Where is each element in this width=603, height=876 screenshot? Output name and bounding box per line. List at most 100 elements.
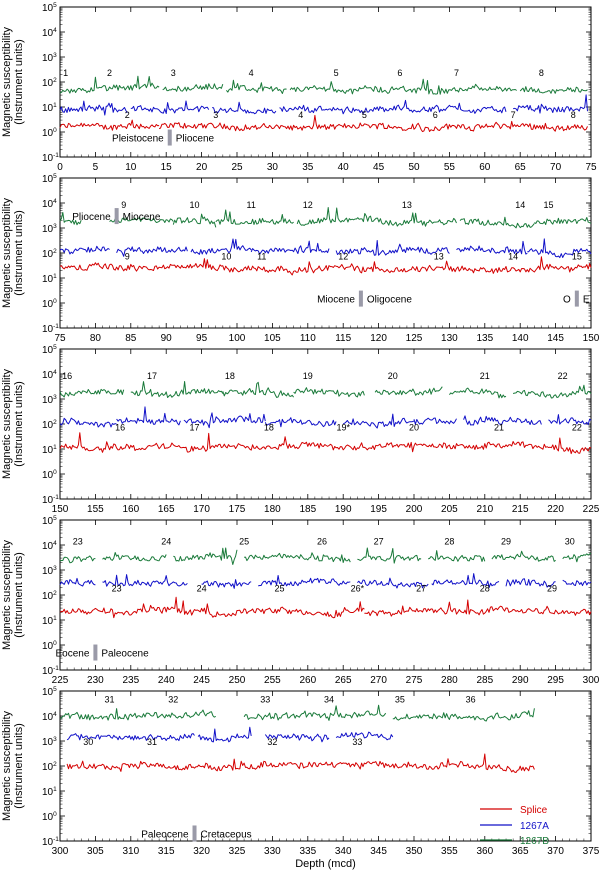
y-tick-label: 102	[42, 761, 57, 773]
series-b-segment	[392, 708, 535, 722]
series-a-segment	[505, 578, 556, 588]
series-splice-segment	[272, 114, 514, 133]
series-splice-segment	[364, 599, 592, 617]
series-b-segment	[534, 217, 592, 225]
y-tick-label: 101	[42, 273, 57, 285]
x-tick-label: 350	[406, 846, 423, 857]
core-label-1267b: 7	[454, 68, 459, 78]
core-label-1267a: 33	[352, 737, 362, 747]
x-tick-label: 145	[547, 333, 564, 344]
core-label-1267a: 14	[508, 252, 518, 262]
series-b-segment	[59, 388, 125, 398]
x-tick-label: 230	[87, 675, 104, 686]
x-tick-label: 20	[196, 162, 208, 173]
series-a-segment	[456, 240, 528, 255]
core-label-1267b: 34	[324, 694, 334, 704]
series-b-segment	[222, 381, 295, 398]
epoch-boundary-marker	[192, 825, 197, 842]
core-label-1267a: 6	[433, 110, 438, 120]
series-b-segment	[519, 86, 588, 94]
x-tick-label: 110	[300, 333, 316, 344]
x-tick-label: 155	[87, 504, 104, 515]
x-tick-label: 285	[476, 675, 493, 686]
core-label-1267b: 16	[62, 371, 72, 381]
core-label-1267b: 31	[105, 694, 115, 704]
core-label-1267b: 18	[225, 371, 235, 381]
series-splice-segment	[59, 256, 592, 276]
core-label-1267b: 29	[501, 536, 511, 546]
epoch-label-right: Miocene	[123, 212, 161, 223]
series-a-segment	[66, 733, 195, 742]
x-tick-label: 175	[229, 504, 246, 515]
series-a-segment	[197, 726, 252, 743]
legend: Splice 1267A 1267B	[480, 805, 549, 847]
x-tick-label: 275	[406, 675, 423, 686]
epoch-boundary-marker	[114, 208, 119, 225]
y-tick-label: 100	[42, 298, 57, 310]
y-axis-label: Magnetic susceptibility(Instrument units…	[1, 197, 25, 308]
core-label-1267b: 14	[515, 200, 525, 210]
x-tick-label: 235	[122, 675, 139, 686]
x-tick-label: 0	[57, 162, 63, 173]
series-b-segment	[226, 79, 287, 94]
core-label-1267b: 2	[107, 68, 112, 78]
core-label-1267b: 32	[168, 694, 178, 704]
core-label-1267b: 20	[388, 371, 398, 381]
core-label-1267a: 31	[147, 737, 157, 747]
series-b-segment	[374, 386, 443, 396]
y-tick-label: 102	[42, 590, 57, 602]
series-b-segment	[244, 552, 351, 563]
x-tick-label: 250	[229, 675, 246, 686]
series-splice-segment	[512, 122, 588, 132]
epoch-label-right: Pliocene	[176, 134, 215, 145]
core-label-1267a: 7	[511, 110, 516, 120]
x-tick-label: 295	[547, 675, 564, 686]
series-splice-segment	[158, 122, 273, 132]
series-b-segment	[130, 381, 224, 398]
core-label-1267a: 12	[338, 252, 348, 262]
x-tick-label: 165	[158, 504, 175, 515]
core-label-1267b: 33	[260, 694, 270, 704]
epoch-label-left: Paleocene	[141, 829, 189, 840]
series-a-segment	[59, 577, 96, 587]
x-tick-label: 265	[335, 675, 352, 686]
y-tick-label: 102	[42, 248, 57, 260]
series-a-segment	[279, 99, 507, 115]
series-b-segment	[491, 550, 556, 562]
core-label-1267b: 10	[190, 200, 200, 210]
x-tick-label: 170	[193, 504, 210, 515]
x-tick-label: 315	[158, 846, 175, 857]
x-tick-label: 205	[441, 504, 458, 515]
epoch-label-left: Miocene	[317, 295, 355, 306]
x-tick-label: 300	[52, 846, 69, 857]
core-label-1267a: 16	[115, 423, 125, 433]
x-tick-label: 35	[302, 162, 314, 173]
x-tick-label: 340	[335, 846, 352, 857]
x-tick-label: 90	[161, 333, 173, 344]
x-tick-label: 325	[229, 846, 246, 857]
core-label-1267b: 13	[402, 200, 412, 210]
x-tick-label: 270	[370, 675, 387, 686]
epoch-label-right: Paleocene	[101, 649, 149, 660]
x-tick-label: 130	[441, 333, 458, 344]
core-label-1267a: 19*	[336, 423, 350, 433]
core-label-1267b: 35	[395, 694, 405, 704]
series-b-segment	[562, 552, 592, 563]
core-label-1267b: 17	[147, 371, 157, 381]
y-axis-label: Magnetic susceptibility(Instrument units…	[1, 710, 25, 821]
core-label-1267b: 3	[171, 68, 176, 78]
x-tick-label: 355	[441, 846, 458, 857]
y-tick-label: 105	[42, 344, 57, 356]
series-splice-segment	[59, 432, 592, 455]
x-tick-label: 10	[125, 162, 137, 173]
y-axis-label: Magnetic susceptibility(Instrument units…	[1, 368, 25, 479]
x-tick-label: 330	[264, 846, 281, 857]
series-a-segment	[335, 731, 394, 741]
x-tick-label: 185	[299, 504, 316, 515]
series-a-segment	[264, 733, 330, 743]
series-a-segment	[343, 413, 415, 429]
y-axis-label: Magnetic susceptibility(Instrument units…	[1, 26, 25, 137]
core-label-1267a: 23	[112, 584, 122, 594]
